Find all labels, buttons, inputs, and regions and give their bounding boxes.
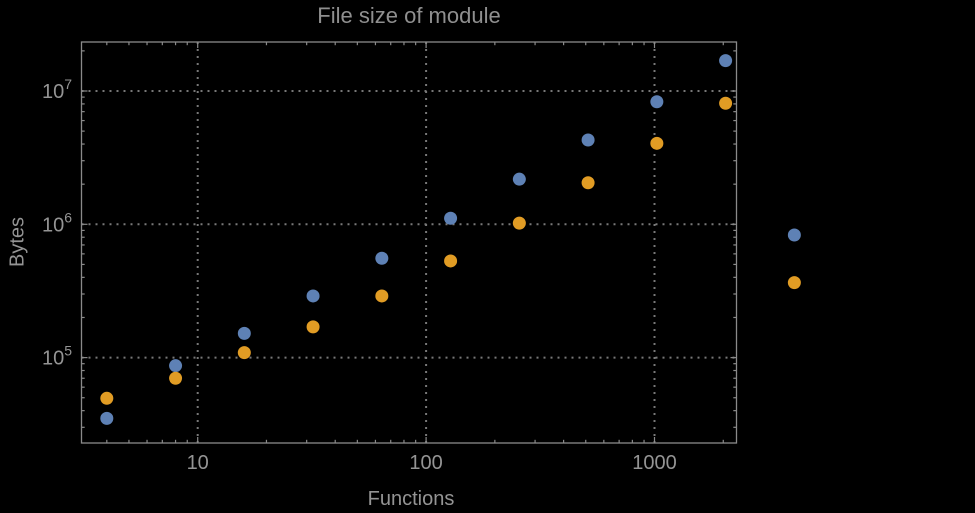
data-point-series-blue [375, 251, 389, 265]
y-tick-label: 106 [42, 209, 72, 236]
data-point-series-orange [375, 289, 389, 303]
plot-frame [80, 41, 738, 444]
data-point-series-orange [581, 176, 595, 190]
data-point-series-orange [444, 254, 458, 268]
data-point-series-blue [650, 95, 664, 109]
data-point-series-blue [787, 228, 801, 242]
data-point-series-orange [650, 136, 664, 150]
x-tick-label: 10 [187, 452, 209, 474]
data-point-series-orange [100, 391, 114, 405]
chart-title: File size of module [317, 3, 501, 28]
data-point-series-blue [169, 359, 183, 373]
data-point-series-orange [237, 346, 251, 360]
data-point-series-orange [719, 96, 733, 110]
x-axis-label: Functions [367, 488, 455, 510]
data-point-series-orange [306, 320, 320, 334]
data-point-series-blue [444, 211, 458, 225]
data-point-series-orange [787, 276, 801, 290]
data-point-series-blue [306, 289, 320, 303]
data-point-series-blue [237, 326, 251, 340]
x-tick-label: 1000 [632, 452, 677, 474]
data-point-series-blue [512, 172, 526, 186]
y-tick-label: 105 [42, 343, 72, 370]
data-point-series-blue [100, 411, 114, 425]
data-point-series-blue [581, 133, 595, 147]
data-point-series-orange [169, 371, 183, 385]
data-point-series-blue [719, 54, 733, 68]
data-point-series-orange [512, 216, 526, 230]
x-tick-label: 100 [409, 452, 442, 474]
y-tick-label: 107 [42, 76, 72, 103]
